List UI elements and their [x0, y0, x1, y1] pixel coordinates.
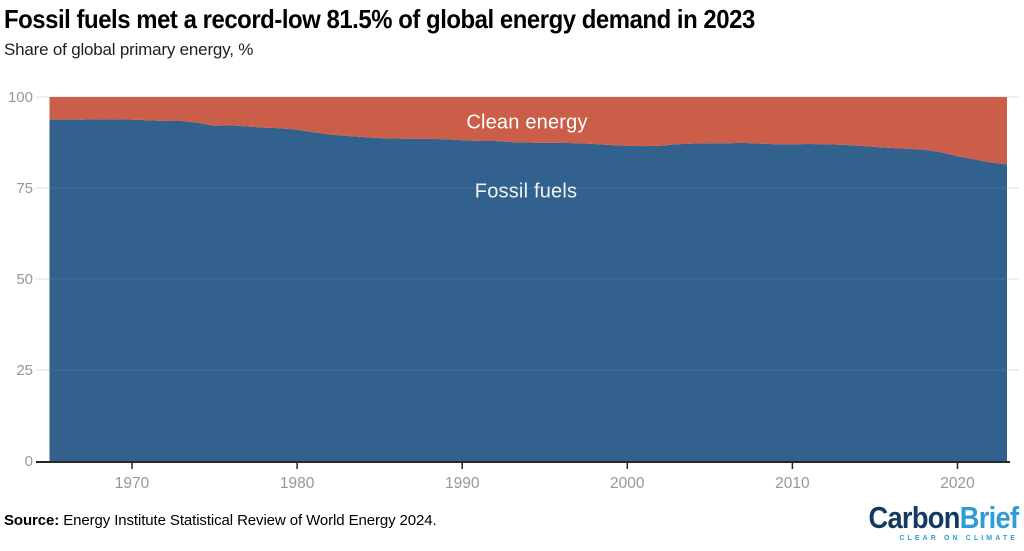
svg-text:2000: 2000	[610, 475, 645, 492]
svg-text:25: 25	[16, 362, 33, 379]
svg-text:1980: 1980	[280, 475, 315, 492]
logo-brief-text: Brief	[959, 500, 1018, 535]
source-label: Source:	[4, 512, 60, 529]
svg-text:0: 0	[25, 453, 33, 470]
svg-text:50: 50	[16, 271, 33, 288]
energy-share-stacked-area-chart: 0 25 50 75 100 1970 1980 1990 2000 2010 2020	[8, 89, 1019, 492]
svg-text:1990: 1990	[445, 475, 480, 492]
svg-text:2010: 2010	[775, 475, 810, 492]
logo-tagline: CLEAR ON CLIMATE	[899, 535, 1018, 542]
clean-energy-area-label: Clean energy	[466, 111, 588, 134]
svg-text:1970: 1970	[115, 475, 150, 492]
fossil-fuels-area-label: Fossil fuels	[474, 180, 578, 203]
carbonbrief-logo: CarbonBrief CLEAR ON CLIMATE	[848, 500, 1019, 542]
source-attribution: Source: Energy Institute Statistical Rev…	[4, 512, 437, 529]
chart-subtitle: Share of global primary energy, %	[4, 40, 254, 59]
source-text: Energy Institute Statistical Review of W…	[59, 512, 437, 529]
svg-text:2020: 2020	[940, 475, 975, 492]
page-title: Fossil fuels met a record-low 81.5% of g…	[4, 4, 755, 34]
logo-carbon-text: Carbon	[868, 500, 960, 535]
chart-area: 0 25 50 75 100 1970 1980 1990 2000 2010 2020 Clean…	[0, 85, 1024, 495]
svg-text:100: 100	[8, 89, 33, 106]
carbonbrief-logo-wordmark: CarbonBrief	[868, 500, 1019, 535]
svg-text:75: 75	[16, 180, 33, 197]
